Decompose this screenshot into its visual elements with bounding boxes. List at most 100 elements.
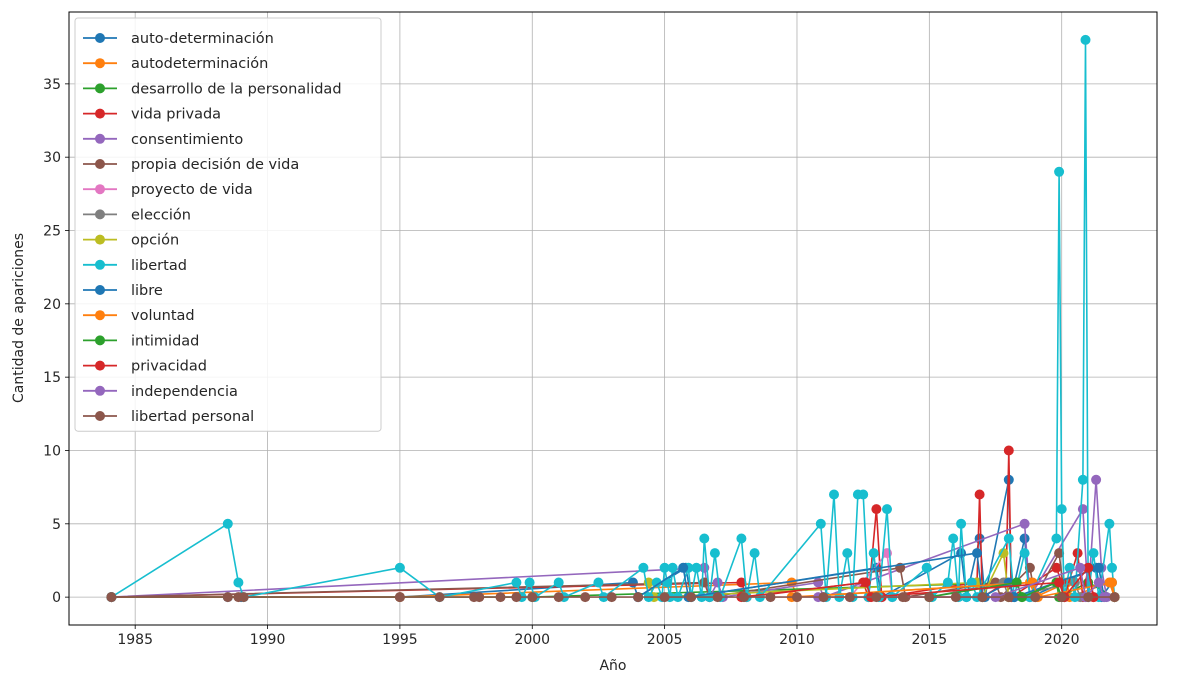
data-point [394, 562, 405, 573]
data-point [818, 592, 829, 603]
legend-marker [95, 385, 105, 396]
legend-item: desarrollo de la personalidad [83, 81, 342, 97]
data-point [813, 577, 824, 588]
legend-item: consentimiento [83, 132, 243, 148]
legend-item: elección [83, 207, 191, 223]
data-point [868, 548, 879, 559]
legend-marker [95, 411, 105, 421]
data-point [580, 592, 591, 603]
data-point [842, 548, 853, 559]
data-point [1019, 548, 1030, 559]
legend-marker [95, 259, 105, 270]
legend: auto-determinación autodeterminación desar… [74, 17, 382, 432]
data-point [956, 518, 967, 529]
legend-marker [95, 360, 105, 371]
y-tick-label: 5 [52, 517, 61, 533]
legend-marker [95, 285, 105, 295]
data-point [1051, 533, 1062, 544]
data-point [1104, 518, 1115, 529]
data-point [633, 592, 644, 603]
data-point [233, 577, 244, 588]
data-point [712, 577, 723, 588]
legend-label: proyecto de vida [131, 182, 253, 198]
legend-label: autodeterminación [131, 56, 268, 72]
legend-item: intimidad [83, 333, 199, 349]
data-point [749, 548, 760, 559]
data-point [474, 592, 485, 603]
legend-label: voluntad [131, 308, 195, 324]
data-point [924, 592, 935, 603]
data-point [495, 592, 506, 603]
data-point [871, 592, 882, 603]
data-point [667, 562, 678, 573]
data-point [686, 592, 697, 603]
legend-marker [95, 108, 105, 119]
y-tick-label: 25 [43, 224, 61, 240]
y-tick-label: 10 [43, 443, 61, 459]
data-point [897, 592, 908, 603]
data-point [739, 592, 749, 603]
x-tick-label: 1995 [382, 632, 418, 648]
data-point [882, 504, 892, 515]
data-point [1003, 592, 1014, 603]
y-tick-label: 30 [43, 150, 61, 166]
data-point [1051, 562, 1062, 573]
data-point [238, 592, 249, 603]
x-tick-label: 2000 [514, 632, 550, 648]
data-point [691, 562, 702, 573]
legend-label: privacidad [131, 359, 207, 375]
x-tick-label: 2015 [912, 632, 948, 648]
data-point [511, 577, 522, 588]
legend-marker [95, 83, 105, 94]
data-point [222, 518, 233, 529]
legend-marker [95, 159, 105, 169]
data-point [659, 562, 670, 573]
data-point [977, 592, 988, 603]
data-point [829, 489, 839, 500]
legend-label: desarrollo de la personalidad [131, 81, 342, 97]
legend-marker [95, 335, 105, 346]
data-point [712, 592, 723, 603]
x-tick-label: 2020 [1044, 632, 1080, 648]
data-point [948, 533, 959, 544]
data-point [1030, 592, 1041, 603]
data-point [593, 577, 604, 588]
data-point [942, 577, 953, 588]
x-axis: 1985 1990 1995 2000 2005 2010 2015 2020 [117, 625, 1080, 648]
data-point [709, 548, 720, 559]
data-point [765, 592, 776, 603]
legend-label: libertad [131, 258, 187, 274]
data-point [1056, 592, 1067, 603]
data-point [553, 577, 564, 588]
data-point [1088, 548, 1099, 559]
data-point [651, 577, 662, 588]
legend-marker [95, 133, 105, 144]
data-point [394, 592, 405, 603]
legend-label: independencia [131, 384, 238, 400]
data-point [659, 592, 670, 603]
data-point [1083, 592, 1094, 603]
data-point [736, 577, 747, 588]
legend-label: consentimiento [131, 132, 243, 148]
legend-item: voluntad [83, 308, 195, 324]
legend-item: libertad [83, 258, 187, 274]
legend-marker [95, 58, 105, 69]
data-point [699, 533, 710, 544]
legend-label: opción [131, 233, 179, 249]
data-point [1080, 34, 1091, 45]
legend-item: vida privada [83, 107, 221, 123]
data-point [1054, 166, 1065, 177]
x-axis-label: Año [599, 658, 626, 674]
legend-marker [95, 310, 105, 321]
data-point [998, 548, 1009, 559]
legend-label: elección [131, 207, 191, 223]
data-point [860, 577, 871, 588]
legend-label: vida privada [131, 107, 221, 123]
data-point [1077, 504, 1088, 515]
data-point [974, 489, 985, 500]
x-tick-label: 1985 [117, 632, 153, 648]
data-point [1107, 562, 1117, 573]
legend-label: libertad personal [131, 409, 254, 425]
x-tick-label: 2005 [647, 632, 683, 648]
